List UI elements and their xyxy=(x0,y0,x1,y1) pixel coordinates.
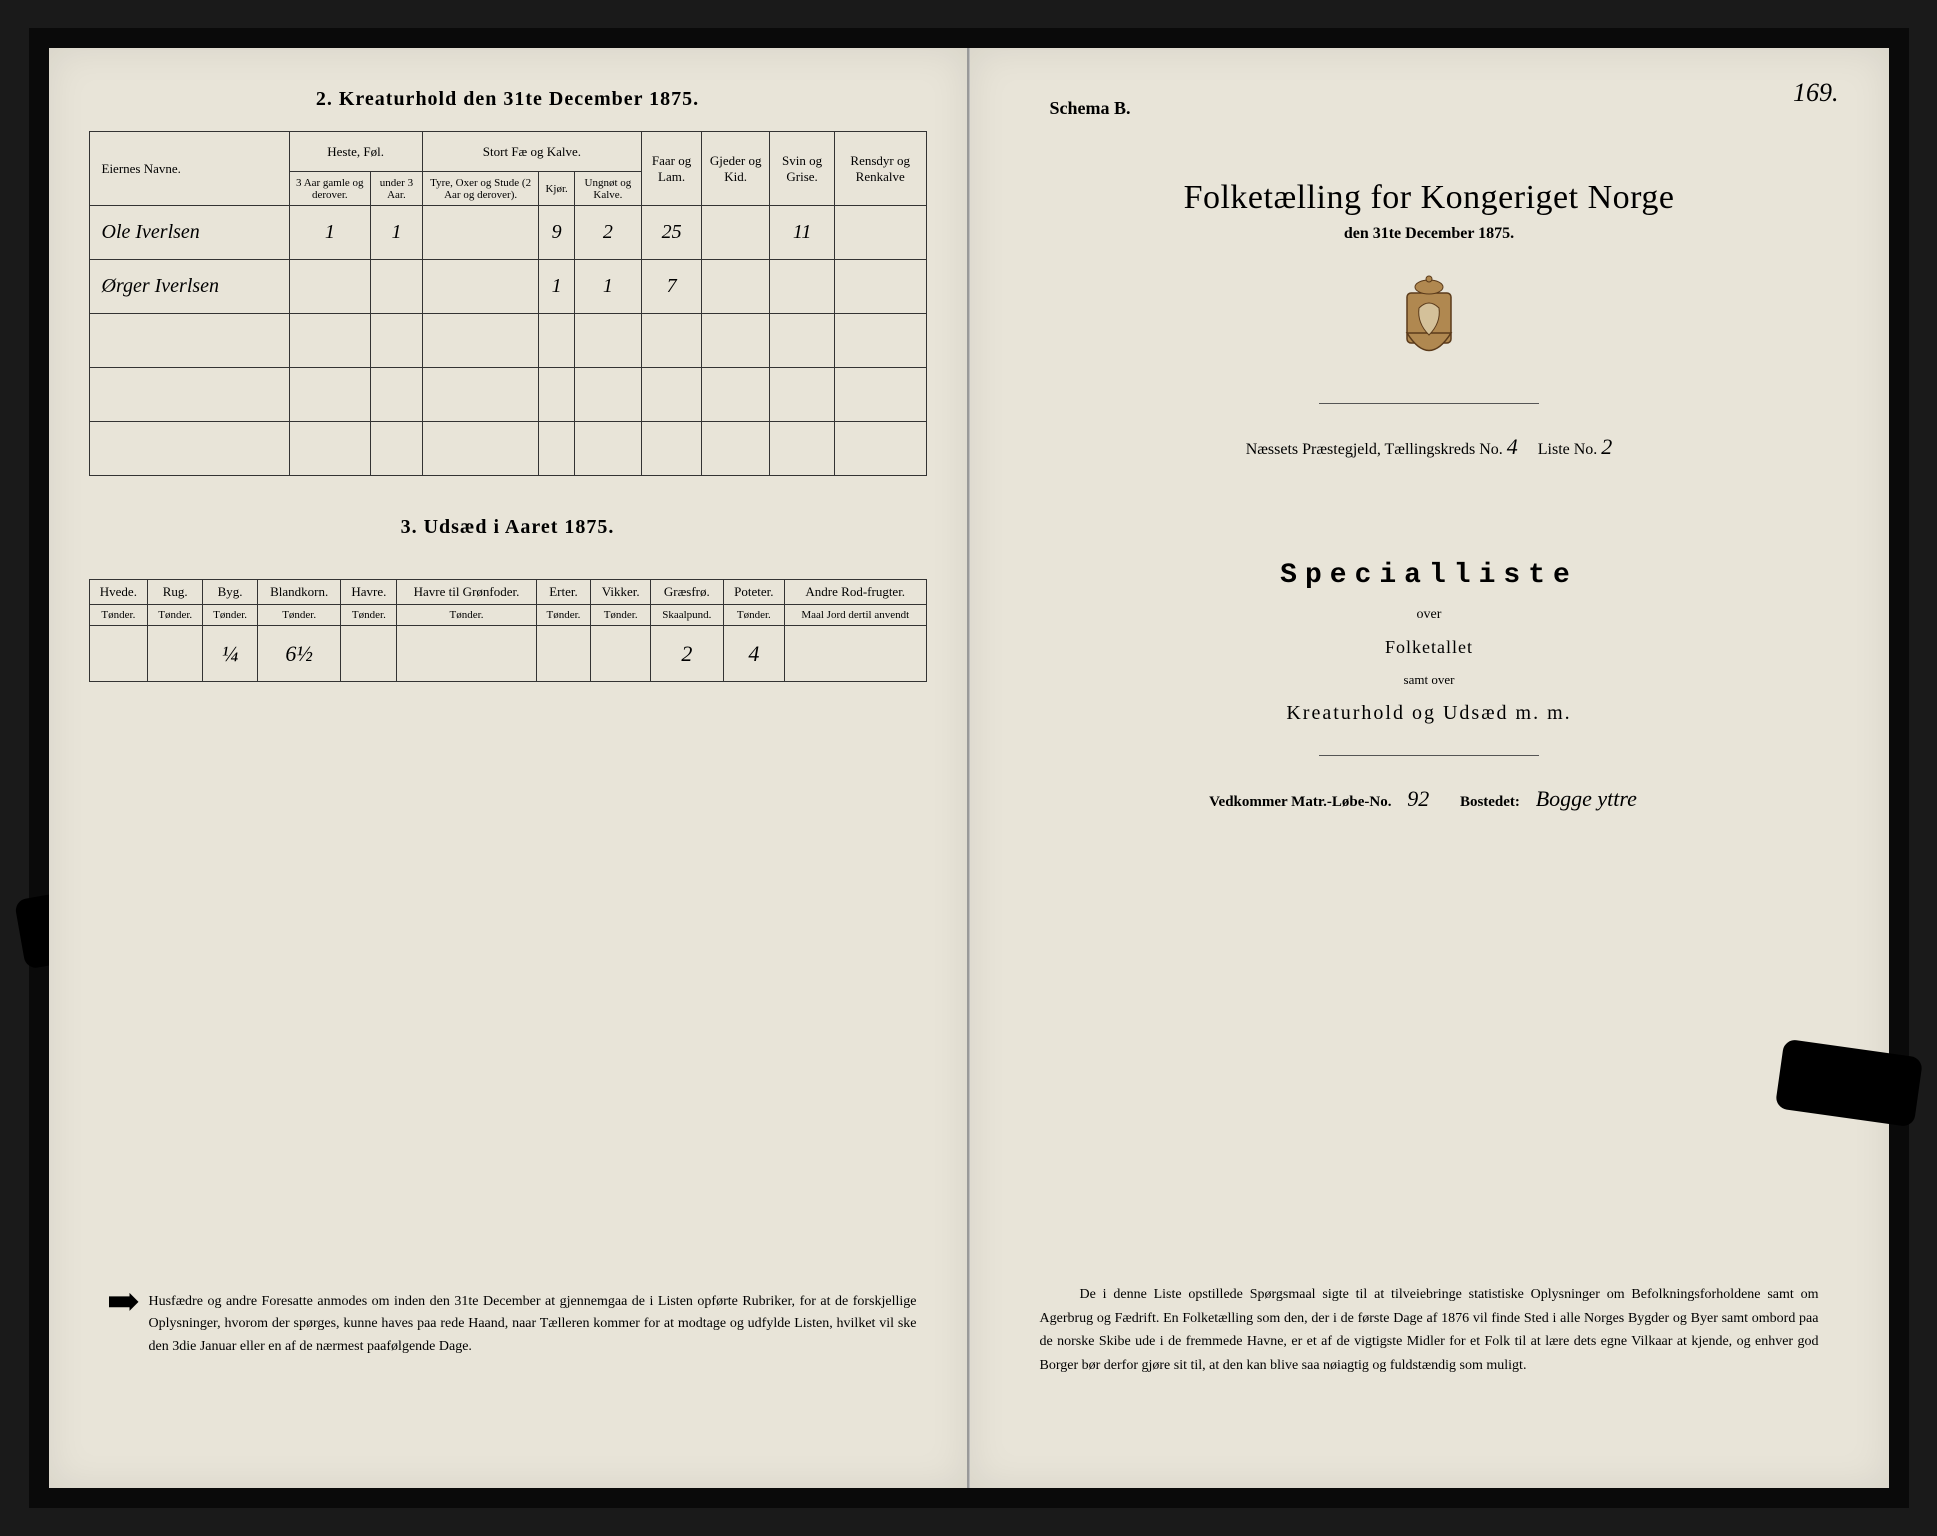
matr-no: 92 xyxy=(1407,786,1429,811)
sub-h2: under 3 Aar. xyxy=(371,172,423,206)
liste-no: 2 xyxy=(1601,434,1612,459)
pointing-hand-icon xyxy=(109,1293,139,1311)
col-cattle: Stort Fæ og Kalve. xyxy=(422,132,641,172)
vedkommer-line: Vedkommer Matr.-Løbe-No. 92 Bostedet: Bo… xyxy=(1010,786,1849,812)
over-label: over xyxy=(1010,607,1849,623)
page-number: 169. xyxy=(1793,78,1839,108)
col-reindeer: Rensdyr og Renkalve xyxy=(834,132,926,206)
table-row: ¼ 6½ 2 4 xyxy=(89,626,926,682)
right-page: 169. Schema B. Folketælling for Kongerig… xyxy=(969,48,1889,1488)
seeding-table: Hvede. Rug. Byg. Blandkorn. Havre. Havre… xyxy=(89,579,927,682)
specialliste-heading: Specialliste xyxy=(1010,560,1849,591)
col-sheep: Faar og Lam. xyxy=(642,132,702,206)
table-row: Ørger Iverlsen 1 1 7 xyxy=(89,260,926,314)
folketallet-label: Folketallet xyxy=(1010,637,1849,658)
footer-note-left: Husfædre og andre Foresatte anmodes om i… xyxy=(149,1291,917,1358)
divider xyxy=(1319,755,1539,756)
kreds-no: 4 xyxy=(1507,434,1518,459)
left-page: 2. Kreaturhold den 31te December 1875. E… xyxy=(49,48,969,1488)
section3-title: 3. Udsæd i Aaret 1875. xyxy=(89,516,927,539)
livestock-table: Eiernes Navne. Heste, Føl. Stort Fæ og K… xyxy=(89,131,927,476)
table-row: Ole Iverlsen 1 1 9 2 25 11 xyxy=(89,206,926,260)
divider xyxy=(1319,403,1539,404)
table-row xyxy=(89,368,926,422)
section2-title: 2. Kreaturhold den 31te December 1875. xyxy=(89,88,927,111)
col-goats: Gjeder og Kid. xyxy=(702,132,770,206)
samt-label: samt over xyxy=(1010,672,1849,688)
col-horses: Heste, Føl. xyxy=(289,132,422,172)
col-owner-name: Eiernes Navne. xyxy=(89,132,289,206)
col-pigs: Svin og Grise. xyxy=(770,132,835,206)
footer-note-right: De i denne Liste opstillede Spørgsmaal s… xyxy=(1040,1283,1819,1378)
main-title: Folketælling for Kongeriget Norge xyxy=(1010,179,1849,217)
sub-s2: Kjør. xyxy=(539,172,574,206)
schema-label: Schema B. xyxy=(1050,98,1849,119)
sub-h1: 3 Aar gamle og derover. xyxy=(289,172,371,206)
sub-s3: Ungnøt og Kalve. xyxy=(574,172,641,206)
table-row xyxy=(89,422,926,476)
bostedet: Bogge yttre xyxy=(1536,786,1637,811)
parish-line: Næssets Præstegjeld, Tællingskreds No. 4… xyxy=(1010,434,1849,460)
coat-of-arms-icon xyxy=(1389,273,1469,373)
subtitle: den 31te December 1875. xyxy=(1010,225,1849,243)
book-spread: 2. Kreaturhold den 31te December 1875. E… xyxy=(29,28,1909,1508)
sub-s1: Tyre, Oxer og Stude (2 Aar og derover). xyxy=(422,172,539,206)
kreatur-label: Kreaturhold og Udsæd m. m. xyxy=(1010,702,1849,725)
table-row xyxy=(89,314,926,368)
